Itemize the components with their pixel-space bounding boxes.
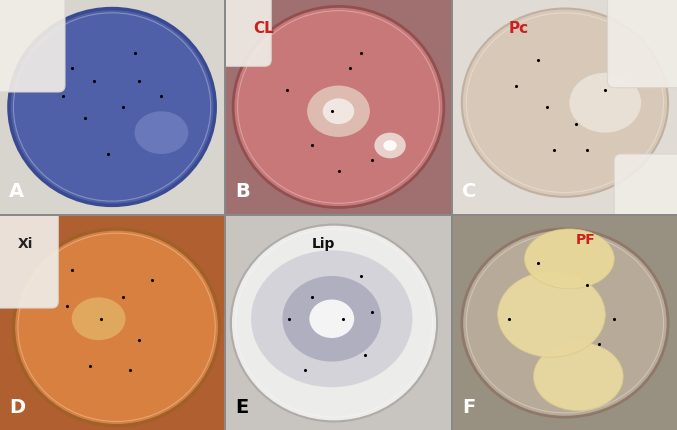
Ellipse shape xyxy=(309,300,354,338)
Ellipse shape xyxy=(72,298,125,340)
Text: B: B xyxy=(236,182,250,201)
Text: A: A xyxy=(9,182,24,201)
FancyBboxPatch shape xyxy=(226,216,451,430)
Text: D: D xyxy=(9,398,25,417)
Text: PF: PF xyxy=(576,233,596,247)
Ellipse shape xyxy=(323,98,354,124)
FancyBboxPatch shape xyxy=(614,154,677,231)
Ellipse shape xyxy=(462,229,668,417)
Text: C: C xyxy=(462,182,476,201)
Ellipse shape xyxy=(533,342,624,411)
Ellipse shape xyxy=(525,229,614,289)
FancyBboxPatch shape xyxy=(0,0,224,214)
Ellipse shape xyxy=(14,229,220,426)
FancyBboxPatch shape xyxy=(453,0,677,214)
Ellipse shape xyxy=(383,140,397,151)
Text: CL: CL xyxy=(253,22,274,37)
Ellipse shape xyxy=(462,9,668,197)
Ellipse shape xyxy=(9,9,215,206)
Ellipse shape xyxy=(251,250,412,387)
Ellipse shape xyxy=(374,132,406,158)
Ellipse shape xyxy=(233,6,444,208)
Ellipse shape xyxy=(498,272,605,357)
Text: F: F xyxy=(462,398,475,417)
FancyBboxPatch shape xyxy=(0,199,58,308)
Ellipse shape xyxy=(231,224,437,421)
FancyBboxPatch shape xyxy=(226,0,451,214)
Text: Xi: Xi xyxy=(18,237,33,252)
Text: E: E xyxy=(236,398,248,417)
FancyBboxPatch shape xyxy=(0,0,65,92)
FancyBboxPatch shape xyxy=(453,216,677,430)
Ellipse shape xyxy=(307,86,370,137)
FancyBboxPatch shape xyxy=(209,0,271,66)
FancyBboxPatch shape xyxy=(607,0,677,88)
FancyBboxPatch shape xyxy=(0,216,224,430)
Ellipse shape xyxy=(135,111,188,154)
Text: Pc: Pc xyxy=(509,22,529,37)
Text: Lip: Lip xyxy=(311,237,335,252)
Ellipse shape xyxy=(569,73,641,132)
Ellipse shape xyxy=(282,276,381,362)
